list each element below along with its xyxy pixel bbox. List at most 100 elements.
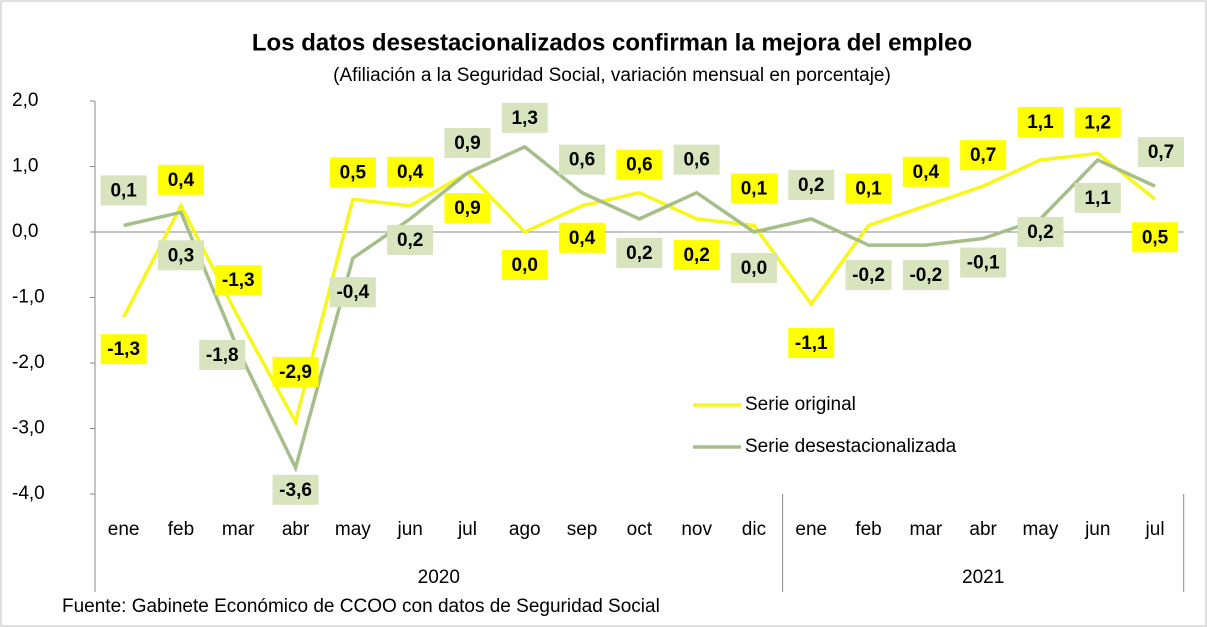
data-label: 0,7 [970, 145, 996, 166]
label-box [730, 253, 777, 283]
data-label: 0,5 [1142, 227, 1169, 248]
label-box [444, 128, 491, 159]
x-tick-label: sep [567, 519, 598, 540]
data-label: 0,6 [683, 150, 709, 171]
x-tick-label: jun [1084, 519, 1110, 540]
data-label: 0,4 [913, 162, 940, 183]
label-box [444, 193, 491, 224]
data-label: -0,2 [852, 265, 885, 286]
y-tick-label: -4,0 [12, 483, 45, 504]
data-label: 0,2 [1027, 222, 1053, 243]
legend-label: Serie desestacionalizada [745, 436, 957, 457]
label-box [199, 339, 246, 370]
data-label: 0,9 [454, 133, 480, 154]
data-label: 0,4 [397, 162, 424, 183]
label-box [100, 334, 147, 365]
data-label: -1,8 [206, 345, 239, 366]
x-tick-label: jun [396, 519, 422, 540]
data-label: 0,5 [340, 162, 367, 183]
label-box [157, 164, 204, 195]
label-box [100, 175, 147, 206]
data-label: 1,3 [512, 108, 538, 129]
data-label: 1,1 [1027, 112, 1054, 133]
data-label: -2,9 [279, 362, 312, 383]
data-label: 0,1 [855, 178, 882, 199]
label-box [387, 156, 434, 187]
x-tick-label: mar [909, 519, 942, 540]
label-box [730, 173, 777, 204]
x-tick-label: may [335, 519, 371, 540]
data-label: 0,2 [798, 175, 824, 196]
label-box [788, 169, 835, 200]
label-box [616, 149, 663, 180]
data-label: -1,3 [222, 270, 255, 291]
label-box [501, 250, 548, 280]
data-label: 0,7 [1148, 142, 1174, 163]
data-label: 0,4 [569, 228, 596, 249]
chart-title: Los datos desestacionalizados confirman … [252, 29, 972, 56]
label-box [616, 237, 663, 268]
x-tick-label: jul [1145, 519, 1165, 540]
x-tick-label: mar [222, 519, 255, 540]
label-box [673, 239, 720, 270]
data-label: 0,6 [569, 150, 595, 171]
data-label: -0,2 [909, 265, 942, 286]
chart-subtitle: (Afiliación a la Seguridad Social, varia… [333, 65, 891, 86]
data-label: 0,4 [168, 170, 195, 191]
label-box [157, 240, 204, 271]
label-box [845, 260, 892, 291]
label-box [1132, 222, 1179, 253]
x-tick-label: nov [681, 519, 712, 540]
data-label: 0,1 [741, 178, 768, 199]
label-box [1017, 216, 1064, 247]
label-box [559, 144, 606, 175]
series-line [123, 144, 1156, 473]
y-tick-label: 2,0 [12, 90, 38, 111]
x-tick-label: feb [168, 519, 194, 540]
label-box [272, 356, 319, 387]
label-box [215, 265, 262, 296]
data-label: 1,1 [1085, 188, 1112, 209]
footnote: Fuente: Gabinete Económico de CCOO con d… [62, 596, 660, 617]
label-box [960, 247, 1007, 278]
label-box [559, 222, 606, 253]
data-label: 0,0 [512, 255, 538, 276]
data-label: -0,4 [336, 282, 369, 303]
label-box [673, 144, 720, 175]
data-label: 1,2 [1085, 112, 1111, 133]
label-box [845, 173, 892, 204]
data-label: 0,3 [168, 245, 194, 266]
data-label: -3,6 [279, 480, 312, 501]
x-tick-label: abr [282, 519, 310, 540]
label-box [902, 156, 949, 187]
label-box [387, 224, 434, 255]
x-tick-label: feb [855, 519, 881, 540]
label-box [788, 328, 835, 359]
x-tick-label: ene [108, 519, 140, 540]
y-tick-label: 1,0 [12, 156, 38, 177]
label-box [902, 260, 949, 291]
legend-label: Serie original [745, 394, 856, 415]
label-box [329, 277, 376, 308]
series-line [122, 151, 1157, 427]
x-tick-label: ene [795, 519, 827, 540]
y-tick-label: -3,0 [12, 418, 45, 439]
year-label: 2020 [418, 567, 460, 588]
label-box [1017, 106, 1064, 137]
label-box [329, 157, 376, 188]
x-tick-label: jul [457, 519, 477, 540]
x-tick-label: may [1022, 519, 1058, 540]
x-tick-label: dic [742, 519, 766, 540]
data-label: -0,1 [967, 253, 1000, 274]
label-box [501, 102, 548, 133]
data-label: 0,2 [626, 243, 652, 264]
x-tick-label: abr [969, 519, 997, 540]
y-tick-label: -1,0 [12, 287, 45, 308]
x-tick-label: oct [627, 519, 653, 540]
year-label: 2021 [962, 567, 1004, 588]
data-label: 0,9 [454, 198, 480, 219]
data-label: 0,2 [683, 245, 709, 266]
label-box [1074, 182, 1121, 213]
